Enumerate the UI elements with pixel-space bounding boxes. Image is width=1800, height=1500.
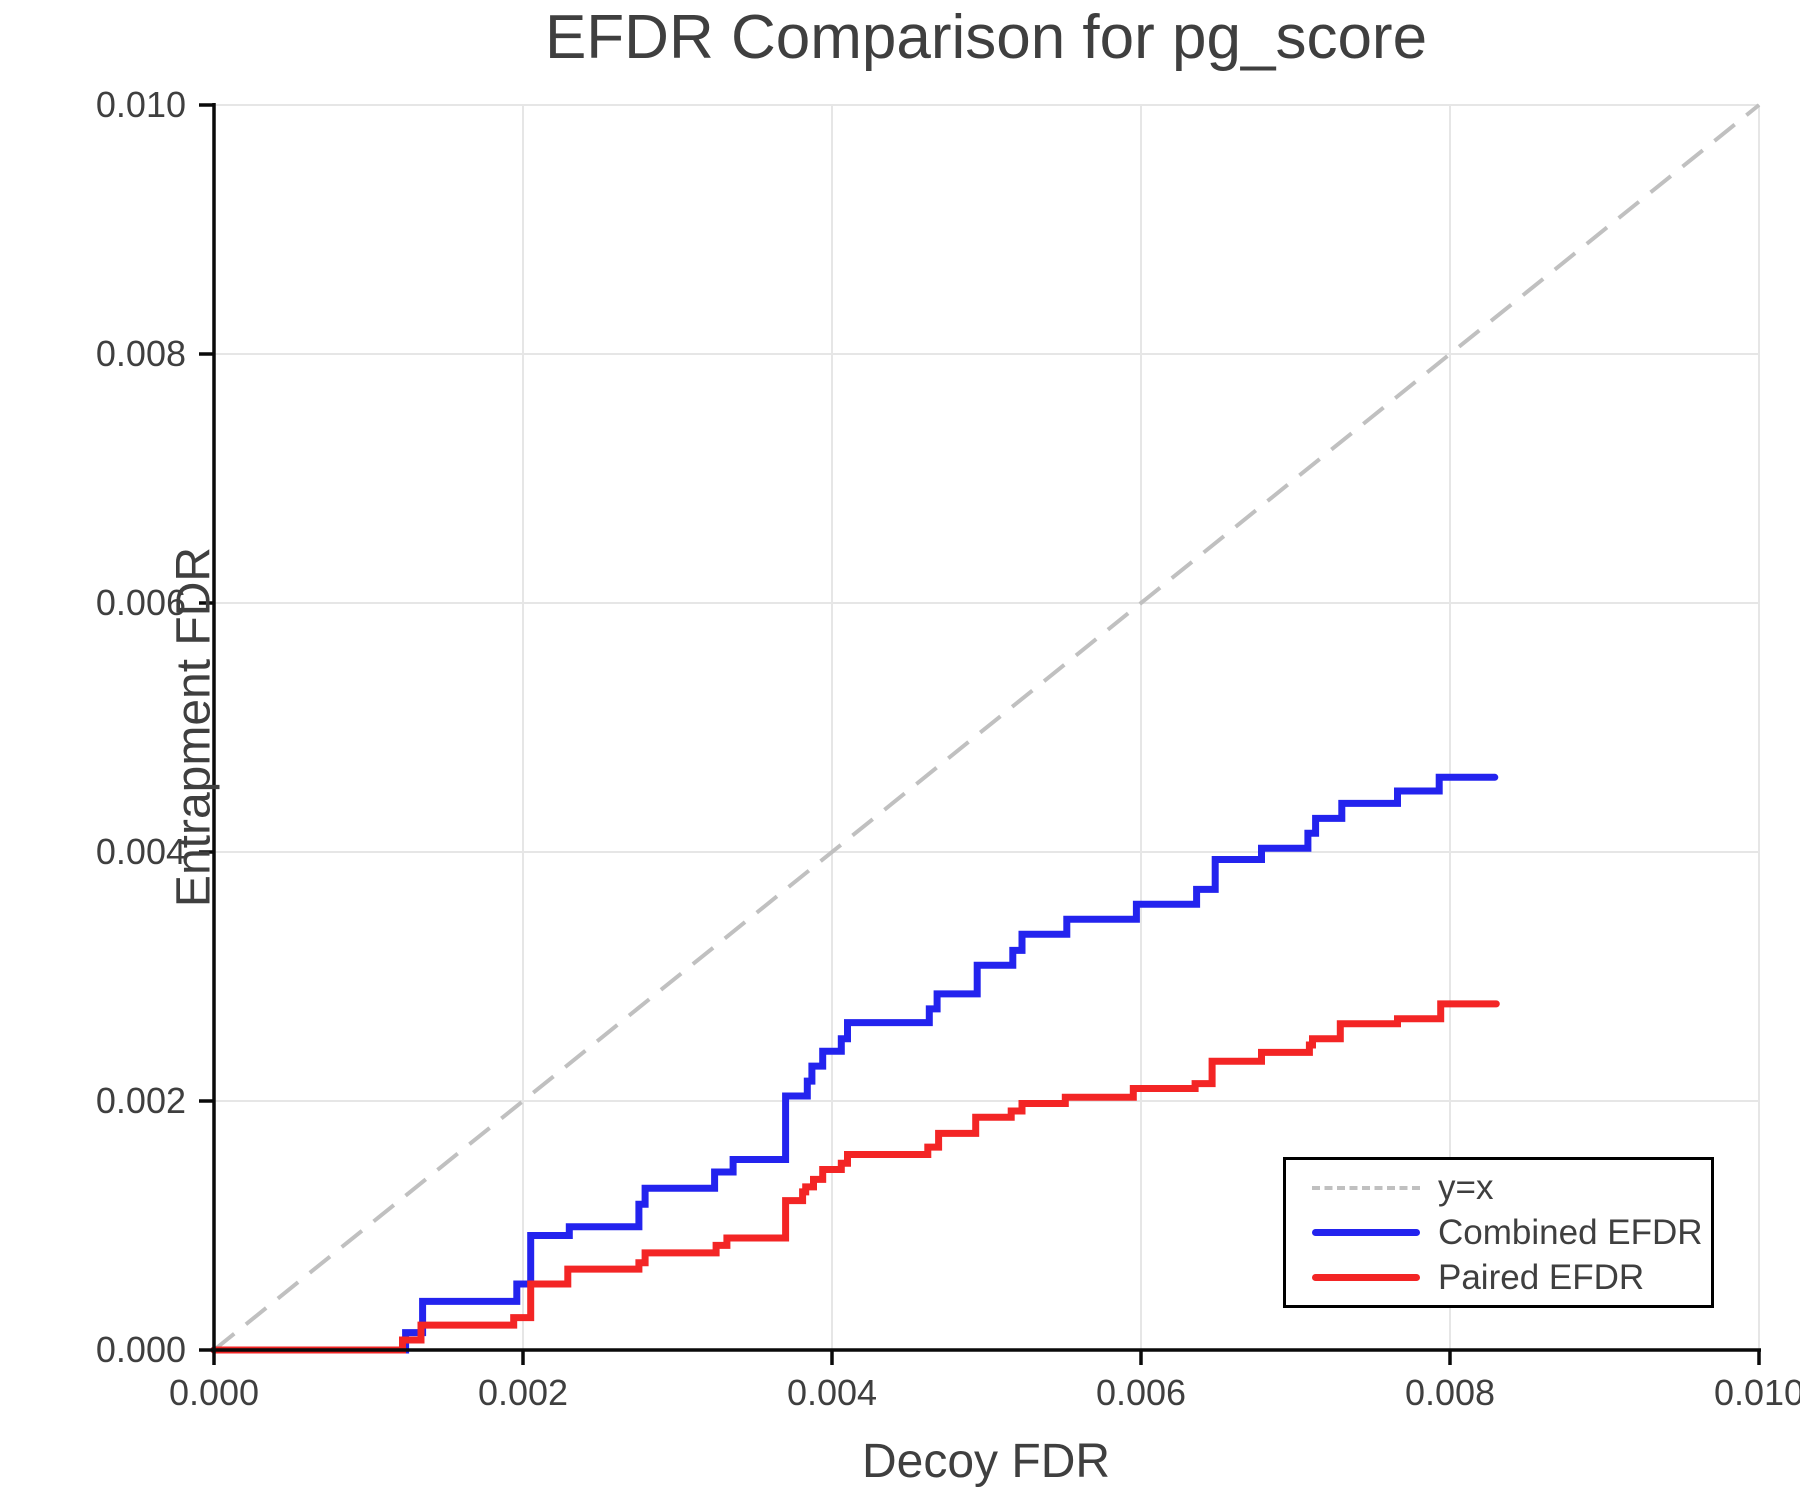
combined-line-sample xyxy=(1312,1229,1420,1236)
legend-label-identity: y=x xyxy=(1438,1168,1494,1207)
y-tick-label: 0.006 xyxy=(96,582,186,623)
x-tick-label: 0.010 xyxy=(1714,1372,1800,1413)
chart-title-text: EFDR Comparison for pg_score xyxy=(544,3,1428,72)
legend: y=x Combined EFDR Paired EFDR xyxy=(1283,1157,1714,1308)
identity-line xyxy=(212,103,1761,1352)
combined-efdr-line xyxy=(210,773,1499,1354)
x-tick-label: 0.000 xyxy=(169,1372,259,1413)
x-tick-label: 0.004 xyxy=(787,1372,877,1413)
legend-row-identity: y=x xyxy=(1312,1167,1711,1209)
x-tick-label: 0.006 xyxy=(1096,1372,1186,1413)
y-tick-label: 0.010 xyxy=(96,84,186,125)
legend-label-paired: Paired EFDR xyxy=(1438,1258,1645,1297)
x-tick-label: 0.008 xyxy=(1405,1372,1495,1413)
legend-label-combined: Combined EFDR xyxy=(1438,1213,1703,1252)
series-lines xyxy=(210,103,1761,1354)
y-tick-label: 0.000 xyxy=(96,1329,186,1370)
paired-line-sample xyxy=(1312,1274,1420,1281)
axes xyxy=(199,103,1761,1365)
x-axis-label: Decoy FDR xyxy=(861,1435,1111,1488)
y-tick-label: 0.008 xyxy=(96,333,186,374)
identity-line-sample xyxy=(1312,1185,1420,1190)
x-tick-label: 0.002 xyxy=(478,1372,568,1413)
legend-row-combined: Combined EFDR xyxy=(1312,1212,1711,1254)
y-tick-label: 0.002 xyxy=(96,1080,186,1121)
legend-row-paired: Paired EFDR xyxy=(1312,1257,1711,1299)
paired-efdr-line xyxy=(210,1000,1500,1354)
gridlines xyxy=(214,104,1760,1350)
y-tick-label: 0.004 xyxy=(96,831,186,872)
y-axis-label: Entrapment FDR xyxy=(167,546,221,908)
tick-labels: 0.000 0.002 0.004 0.006 0.008 0.010 0.000 0.002… xyxy=(96,84,1800,1413)
